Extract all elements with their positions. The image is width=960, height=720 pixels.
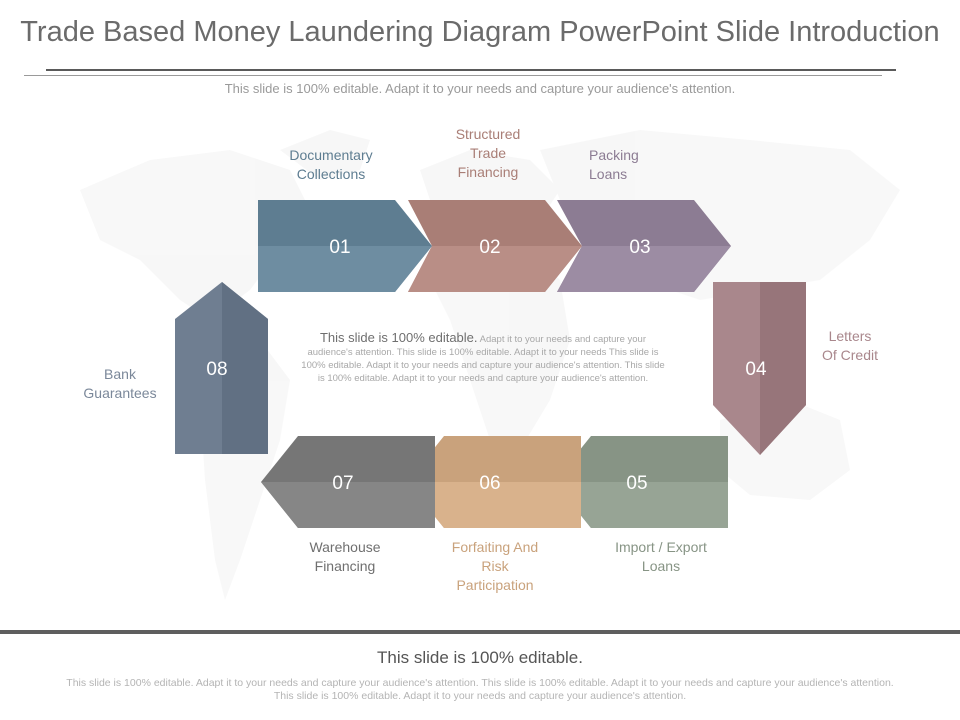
step-6-number: 06	[479, 473, 500, 494]
step-8-label: Bank Guarantees	[83, 366, 157, 401]
step-5-number: 05	[626, 473, 647, 494]
step-6-label: Forfaiting And Risk Participation	[451, 539, 539, 593]
step-6-arrow: 06	[407, 436, 581, 528]
step-8-number: 08	[206, 359, 227, 380]
footer-title: This slide is 100% editable.	[376, 648, 583, 667]
center-body: Adapt it to your needs and capture your …	[301, 334, 665, 384]
step-5-label: Import / Export Loans	[615, 539, 707, 574]
step-3-arrow: 03	[557, 200, 731, 292]
footer-text: This slide is 100% editable. Adapt it to…	[66, 677, 894, 702]
center-description: This slide is 100% editable. Adapt it to…	[300, 331, 666, 385]
title-divider-thin	[24, 75, 882, 76]
slide-subtitle: This slide is 100% editable. Adapt it to…	[224, 81, 736, 96]
step-2-number: 02	[479, 237, 500, 258]
step-4-number: 04	[745, 359, 767, 380]
step-1-number: 01	[329, 237, 350, 258]
step-5-arrow: 05	[554, 436, 728, 528]
step-4-label: Letters Of Credit	[821, 328, 878, 363]
slide-title: Trade Based Money Laundering Diagram Pow…	[20, 16, 940, 48]
center-lead: This slide is 100% editable.	[319, 330, 478, 345]
step-2-label: Structured Trade Financing	[455, 126, 521, 180]
step-3-label: Packing Loans	[589, 147, 639, 182]
step-7-number: 07	[332, 473, 353, 494]
title-divider	[46, 69, 896, 71]
step-7-label: Warehouse Financing	[309, 539, 381, 574]
step-1-label: Documentary Collections	[289, 147, 373, 182]
step-3-number: 03	[629, 237, 650, 258]
footer-divider	[0, 630, 960, 634]
